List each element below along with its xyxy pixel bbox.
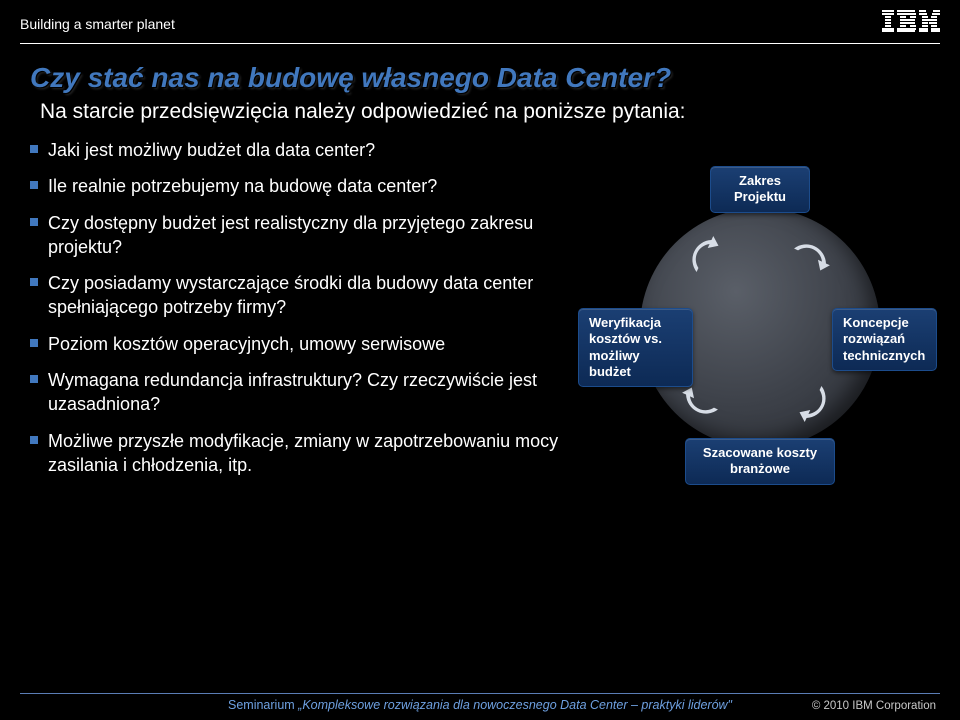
seminar-prefix: Seminarium <box>228 698 298 712</box>
footer-seminar: Seminarium „Kompleksowe rozwiązania dla … <box>228 698 732 712</box>
footer-copyright: © 2010 IBM Corporation <box>812 700 936 712</box>
bullet-list: Jaki jest możliwy budżet dla data center… <box>30 138 570 558</box>
slide-footer: Seminarium „Kompleksowe rozwiązania dla … <box>0 693 960 720</box>
slide-header: Building a smarter planet <box>0 0 960 43</box>
diagram-badge-right: Koncepcje rozwiązań technicznych <box>832 308 937 371</box>
header-tagline: Building a smarter planet <box>20 16 175 32</box>
seminar-title: „Kompleksowe rozwiązania dla nowoczesneg… <box>298 698 732 712</box>
slide-subtitle: Na starcie przedsięwzięcia należy odpowi… <box>0 100 960 138</box>
footer-divider <box>20 693 940 694</box>
list-item: Wymagana redundancja infrastruktury? Czy… <box>30 368 570 417</box>
list-item: Czy dostępny budżet jest realistyczny dl… <box>30 211 570 260</box>
cycle-diagram: Zakres Projektu Weryfikacja kosztów vs. … <box>570 138 940 558</box>
list-item: Jaki jest możliwy budżet dla data center… <box>30 138 570 162</box>
ibm-logo-icon <box>882 10 940 37</box>
list-item: Czy posiadamy wystarczające środki dla b… <box>30 271 570 320</box>
diagram-badge-bottom: Szacowane koszty branżowe <box>685 438 835 485</box>
diagram-badge-left: Weryfikacja kosztów vs. możliwy budżet <box>578 308 693 387</box>
slide-content: Jaki jest możliwy budżet dla data center… <box>0 138 960 558</box>
diagram-badge-top: Zakres Projektu <box>710 166 810 213</box>
list-item: Możliwe przyszłe modyfikacje, zmiany w z… <box>30 429 570 478</box>
list-item: Ile realnie potrzebujemy na budowę data … <box>30 174 570 198</box>
slide-title: Czy stać nas na budowę własnego Data Cen… <box>0 44 960 100</box>
list-item: Poziom kosztów operacyjnych, umowy serwi… <box>30 332 570 356</box>
